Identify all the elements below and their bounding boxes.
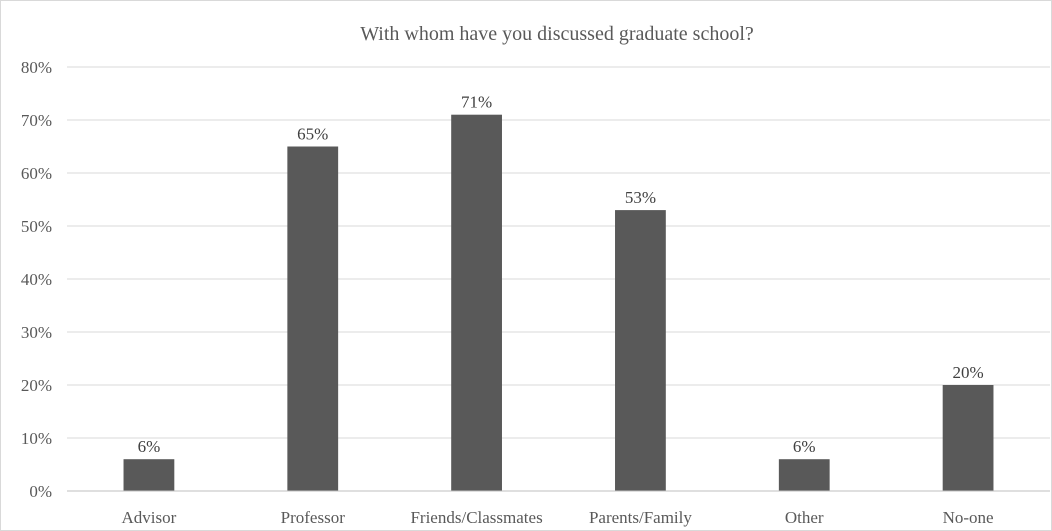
x-category-label: No-one — [943, 508, 994, 527]
bar — [615, 210, 666, 491]
y-tick-label: 0% — [29, 482, 52, 501]
x-category-label: Other — [785, 508, 824, 527]
y-tick-label: 20% — [21, 376, 52, 395]
y-tick-label: 40% — [21, 270, 52, 289]
data-label: 71% — [461, 93, 492, 112]
x-category-label: Friends/Classmates — [410, 508, 542, 527]
y-tick-label: 70% — [21, 111, 52, 130]
x-axis-categories: Advisor Professor Friends/Classmates Parent… — [122, 508, 994, 527]
data-label: 20% — [952, 363, 983, 382]
data-label: 65% — [297, 125, 328, 144]
chart-title: With whom have you discussed graduate sc… — [360, 23, 754, 45]
bars — [123, 114, 994, 491]
y-tick-label: 30% — [21, 323, 52, 342]
gridlines — [67, 66, 1050, 439]
data-label: 6% — [138, 437, 161, 456]
data-labels: 6% 65% 71% 53% 6% 20% — [138, 93, 984, 457]
bar — [287, 146, 339, 491]
x-category-label: Parents/Family — [589, 508, 692, 527]
y-tick-label: 80% — [21, 58, 52, 77]
bar — [451, 114, 502, 491]
x-category-label: Advisor — [122, 508, 177, 527]
bar — [123, 459, 175, 491]
data-label: 53% — [625, 188, 656, 207]
data-label: 6% — [793, 437, 816, 456]
x-category-label: Professor — [281, 508, 346, 527]
y-tick-label: 50% — [21, 217, 52, 236]
bar — [942, 385, 994, 491]
y-tick-label: 10% — [21, 429, 52, 448]
y-axis-ticks: 0% 10% 20% 30% 40% 50% 60% 70% 80% — [21, 58, 52, 501]
y-tick-label: 60% — [21, 164, 52, 183]
bar — [778, 459, 830, 491]
